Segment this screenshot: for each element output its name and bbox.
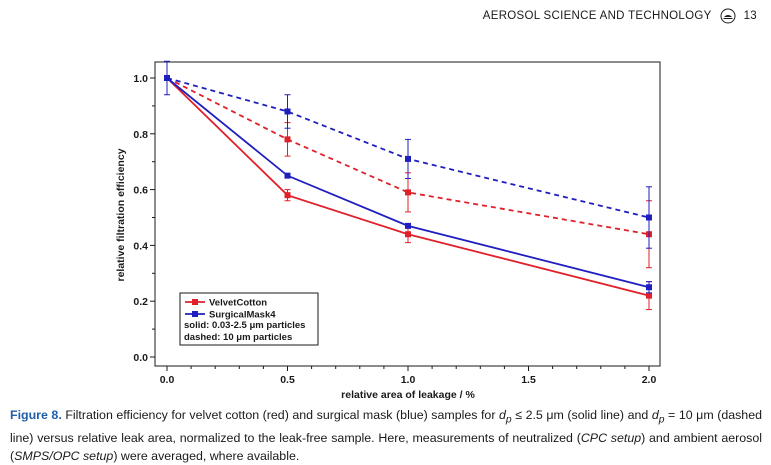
caption-cond-2: = 10 μm	[664, 408, 714, 422]
running-header: AEROSOL SCIENCE AND TECHNOLOGY 13	[483, 7, 757, 25]
caption-text-3: (dashed line) versus relative leak area,…	[10, 408, 762, 446]
journal-title: AEROSOL SCIENCE AND TECHNOLOGY	[482, 10, 712, 22]
axes: 0.0 0.2 0.4 0.6 0.8 1.0 0.0 0.5 1.0 1.5 2.0	[133, 61, 661, 386]
caption-text-4: ) and ambient aerosol (	[10, 431, 762, 464]
figure-label: Figure 8.	[10, 408, 62, 422]
x-tick-label: 2.0	[642, 374, 657, 386]
data-point	[646, 284, 652, 291]
x-tick-label: 1.5	[521, 374, 536, 386]
legend-entry: VelvetCotton	[209, 298, 267, 309]
data-point	[284, 108, 291, 115]
y-tick-label: 1.0	[133, 73, 148, 85]
x-tick-label: 0.5	[280, 374, 295, 386]
caption-cond-1: ≤ 2.5 μm	[511, 408, 564, 422]
caption-var-d-2: d	[651, 408, 659, 422]
x-tick-label: 1.0	[401, 374, 416, 386]
caption-sub-p-2: p	[658, 414, 665, 426]
y-tick-label: 0.6	[133, 185, 148, 197]
data-point	[405, 155, 411, 162]
caption-setup-1: CPC setup	[580, 431, 642, 446]
series-line	[166, 77, 650, 219]
plot-series	[164, 60, 652, 311]
data-point	[164, 75, 170, 81]
journal-logo-icon	[720, 8, 736, 24]
figure-caption: Figure 8. Filtration efficiency for velv…	[10, 406, 762, 465]
data-point	[405, 222, 411, 229]
legend-note: dashed: 10 μm particles	[184, 332, 292, 343]
y-tick-label: 0.8	[133, 129, 148, 141]
caption-var-d: d	[499, 408, 506, 422]
data-point	[284, 192, 291, 199]
caption-text-1: Filtration efficiency for velvet cotton …	[61, 408, 500, 422]
y-axis-label: relative filtration efficiency	[115, 148, 127, 281]
series-line	[166, 77, 650, 236]
legend-entry: SurgicalMask4	[209, 310, 276, 321]
data-point	[405, 189, 411, 196]
caption-text-5: ) were averaged, where available.	[113, 449, 300, 464]
y-tick-label: 0.2	[133, 296, 148, 308]
legend-swatch-marker	[192, 311, 198, 317]
data-point	[646, 292, 652, 299]
legend-swatch-marker	[192, 299, 198, 305]
series-line	[166, 77, 650, 289]
data-point	[284, 136, 291, 143]
caption-setup-2: SMPS/OPC setup	[14, 449, 114, 464]
legend-note: solid: 0.03-2.5 μm particles	[184, 320, 305, 331]
series-surgicalmask4-dashed	[164, 60, 652, 249]
series-surgicalmask4-solid	[164, 75, 652, 294]
caption-text-2: (solid line) and	[563, 408, 652, 422]
data-point	[405, 231, 411, 238]
series-line	[166, 77, 650, 297]
y-tick-label: 0.4	[133, 240, 148, 252]
series-velvetcotton-solid	[164, 75, 652, 311]
page-number: 13	[743, 10, 757, 22]
chart: 0.0 0.2 0.4 0.6 0.8 1.0 0.0 0.5 1.0 1.5 2.0 Velvet…	[115, 60, 661, 401]
data-point	[646, 214, 652, 221]
x-tick-label: 0.0	[160, 374, 175, 386]
data-point	[284, 172, 291, 179]
x-axis-label: relative area of leakage / %	[341, 389, 475, 401]
caption-sub-p: p	[505, 414, 512, 426]
y-tick-label: 0.0	[133, 352, 148, 364]
